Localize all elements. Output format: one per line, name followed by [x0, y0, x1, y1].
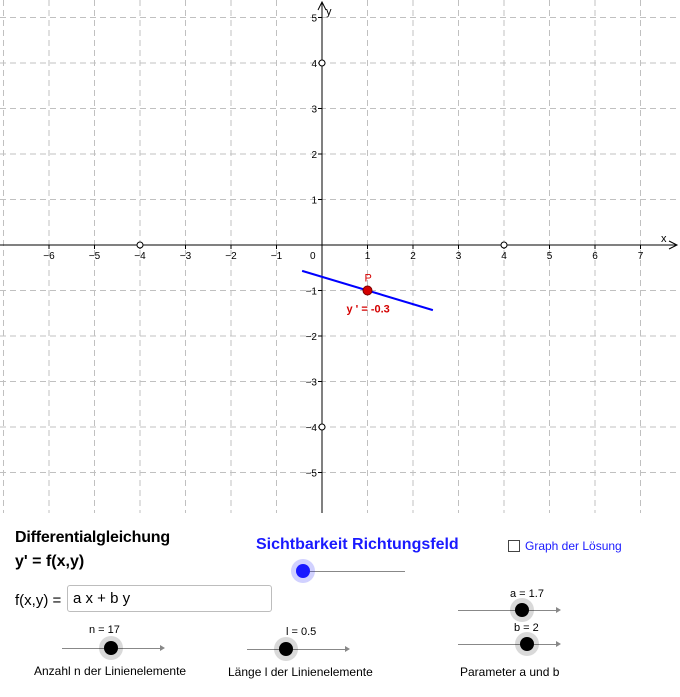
y-tick-label: −4 — [306, 423, 318, 434]
y-tick-label: −1 — [306, 287, 318, 298]
slider-arrow-icon — [160, 645, 165, 651]
slider-knob[interactable] — [99, 636, 123, 660]
x-tick-label: −3 — [180, 251, 192, 262]
y-tick-label: 2 — [311, 150, 317, 161]
y-tick-label: −3 — [306, 378, 318, 389]
equation-title: Differentialgleichung — [15, 529, 170, 546]
axis-marker — [318, 423, 326, 431]
x-tick-label: 7 — [638, 251, 644, 262]
fx-label: f(x,y) = — [15, 592, 62, 609]
slider-a-value: a = 1.7 — [510, 588, 544, 600]
x-tick-label: −2 — [225, 251, 237, 262]
y-tick-label: 4 — [311, 59, 317, 70]
fx-input[interactable] — [67, 585, 272, 612]
slider-knob[interactable] — [274, 637, 299, 661]
direction-field-visibility-label: Sichtbarkeit Richtungsfeld — [256, 536, 459, 553]
slope-label: y ' = -0.3 — [347, 304, 390, 316]
slider-track — [458, 644, 556, 645]
x-tick-label: 5 — [547, 251, 553, 262]
solution-graph-checkbox[interactable] — [508, 540, 520, 552]
axis-marker — [318, 59, 326, 67]
slider-arrow-icon — [556, 641, 561, 647]
y-axis-label: y — [326, 6, 332, 18]
x-tick-label: −1 — [271, 251, 283, 262]
x-tick-label: 3 — [456, 251, 462, 262]
origin-label: 0 — [310, 251, 316, 262]
x-tick-label: 2 — [410, 251, 416, 262]
slider-b-value: b = 2 — [514, 622, 539, 634]
y-axis-arrow-icon — [317, 0, 327, 11]
slider-l-value: l = 0.5 — [286, 626, 317, 638]
slider-n-caption: Anzahl n der Linienelemente — [34, 664, 187, 678]
graph-view[interactable]: x y 0 −6 −5 −4 −3 −2 −1 1 2 3 4 5 6 7 5 4 3 2 1 −1 −2 −3 −4 −5 Py … — [0, 0, 680, 513]
slider-track — [303, 571, 405, 572]
slider-arrow-icon — [556, 607, 561, 613]
y-tick-label: −2 — [306, 332, 318, 343]
axis-marker — [500, 241, 508, 249]
y-tick-label: −5 — [306, 469, 318, 480]
slider-knob[interactable] — [509, 598, 534, 622]
x-tick-label: −4 — [134, 251, 146, 262]
x-tick-label: 6 — [592, 251, 598, 262]
y-tick-label: 1 — [311, 196, 317, 207]
point-p-label: P — [365, 273, 372, 285]
slider-arrow-icon — [345, 646, 350, 652]
x-tick-label: 4 — [501, 251, 507, 262]
slider-n-value: n = 17 — [89, 624, 120, 636]
x-tick-label: −6 — [43, 251, 55, 262]
slider-track — [458, 610, 556, 611]
slider-knob[interactable] — [291, 559, 315, 583]
x-tick-label: 1 — [365, 251, 371, 262]
point-p — [362, 285, 373, 296]
y-tick-label: 3 — [311, 105, 317, 116]
solution-graph-checkbox-label[interactable]: Graph der Lösung — [525, 539, 622, 553]
y-tick-label: 5 — [311, 14, 317, 25]
x-axis-arrow-icon — [668, 240, 679, 250]
parameter-ab-caption: Parameter a und b — [460, 665, 560, 679]
slider-track — [247, 649, 345, 650]
axis-marker — [136, 241, 144, 249]
slider-l-caption: Länge l der Linienelemente — [228, 665, 373, 679]
equation-formula: y' = f(x,y) — [15, 553, 85, 570]
x-tick-label: −5 — [89, 251, 101, 262]
x-axis-label: x — [661, 233, 667, 245]
slider-knob[interactable] — [514, 632, 539, 656]
